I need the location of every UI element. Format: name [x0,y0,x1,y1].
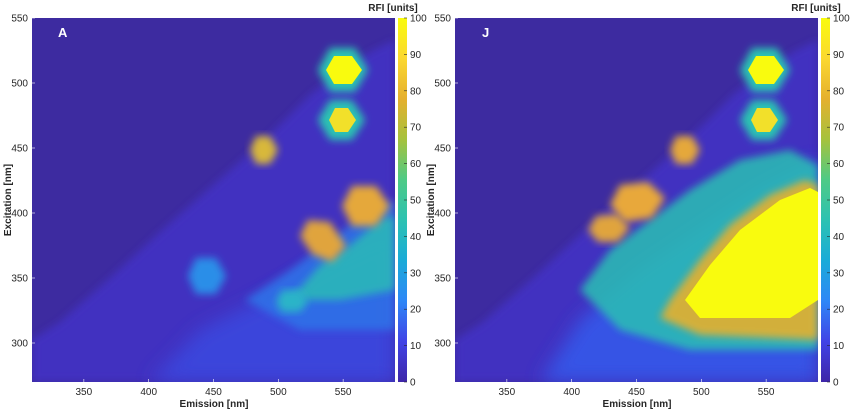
x-axis-label-a: Emission [nm] [180,399,249,410]
colorbar-tick-label: 30 [833,268,845,279]
yellow-blob-j [685,188,818,318]
colorbar-tick-label: 40 [410,232,422,243]
y-axis-j: 300 350 400 450 500 550 [434,14,458,350]
y-tick-label: 400 [11,209,28,220]
peak-a-4 [342,186,390,226]
colorbar-title-j: RFI [units] [791,3,840,14]
peak-a-6 [188,258,226,294]
colorbar-tick-label: 80 [833,86,845,97]
colorbar-tick-label: 50 [833,196,845,207]
x-axis-a: 350 400 450 500 550 [76,379,352,398]
y-tick-label: 300 [11,339,28,350]
y-tick-label: 450 [434,144,451,155]
y-tick-label: 350 [434,274,451,285]
y-tick-label: 550 [11,14,28,25]
colorbar-tick-label: 40 [833,232,845,243]
colorbar-tick-label: 60 [833,159,845,170]
colorbar-title-a: RFI [units] [368,3,417,14]
colorbar-tick-label: 90 [833,50,845,61]
colorbar-tick-label: 70 [410,123,422,134]
y-axis-label-a: Excitation [nm] [3,164,14,236]
x-axis-j: 350 400 450 500 550 [499,379,775,398]
x-tick-label: 450 [628,387,645,398]
x-tick-label: 350 [76,387,93,398]
x-tick-label: 550 [335,387,352,398]
peak-a-5 [300,220,346,262]
colorbar-tick-label: 20 [833,305,845,316]
colorbar-a [398,18,407,382]
heatmap-j [455,40,818,382]
y-tick-label: 500 [11,79,28,90]
colorbar-tick-label: 70 [833,123,845,134]
colorbar-tick-label: 20 [410,305,422,316]
peak-a-1-core [326,56,362,84]
y-tick-label: 350 [11,274,28,285]
peak-a-7 [276,290,308,312]
x-tick-label: 550 [758,387,775,398]
colorbar-tick-label: 90 [410,50,422,61]
y-tick-label: 400 [434,209,451,220]
x-axis-label-j: Emission [nm] [603,399,672,410]
y-axis-label-j: Excitation [nm] [426,164,437,236]
colorbar-j [821,18,830,382]
y-tick-label: 450 [11,144,28,155]
y-tick-label: 550 [434,14,451,25]
colorbar-ticks-j: 0 10 20 30 40 50 60 70 80 90 100 [827,14,850,389]
y-axis-a: 300 350 400 450 500 550 [11,14,35,350]
colorbar-tick-label: 30 [410,268,422,279]
teal-region-a [290,215,395,300]
colorbar-tick-label: 60 [410,159,422,170]
peak-a-2-core [329,108,356,132]
peak-j-4 [610,182,665,222]
panel-label-a: A [58,25,68,40]
peak-j-1-core [748,56,784,84]
x-tick-label: 450 [205,387,222,398]
colorbar-ticks-a: 0 10 20 30 40 50 60 70 80 90 100 [404,14,427,389]
peak-j-3 [670,136,700,164]
colorbar-tick-label: 10 [833,341,845,352]
colorbar-tick-label: 100 [833,14,850,25]
x-tick-label: 400 [140,387,157,398]
colorbar-tick-label: 80 [410,86,422,97]
peak-a-3 [250,136,278,164]
x-tick-label: 500 [270,387,287,398]
peak-j-2-core [751,108,778,132]
colorbar-tick-label: 100 [410,14,427,25]
colorbar-tick-label: 0 [833,378,839,389]
x-tick-label: 400 [563,387,580,398]
colorbar-tick-label: 50 [410,196,422,207]
heatmap-a [32,40,395,382]
peak-j-5 [588,214,630,242]
y-tick-label: 300 [434,339,451,350]
colorbar-tick-label: 10 [410,341,422,352]
x-tick-label: 350 [499,387,516,398]
panel-label-j: J [482,25,489,40]
y-tick-label: 500 [434,79,451,90]
colorbar-tick-label: 0 [410,378,416,389]
x-tick-label: 500 [693,387,710,398]
